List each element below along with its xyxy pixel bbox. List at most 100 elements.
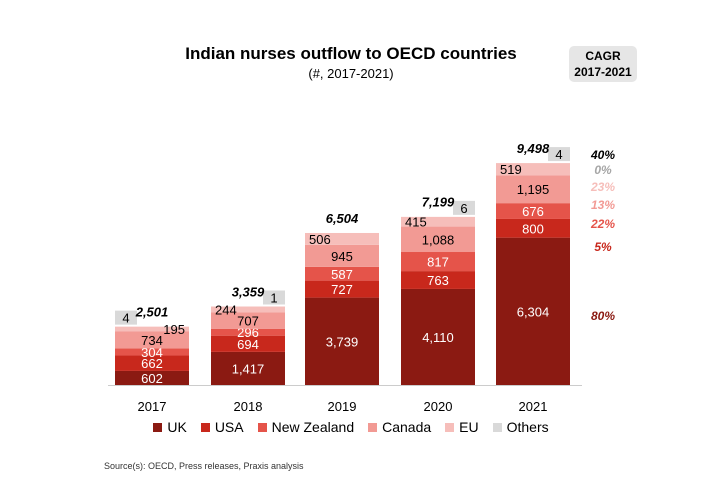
value-label: 727: [331, 282, 353, 297]
value-label: 1,088: [422, 232, 455, 247]
value-label: 6,304: [517, 304, 550, 319]
legend-label: EU: [459, 419, 479, 435]
value-label: 694: [237, 337, 259, 352]
bar-segment-uk: [211, 351, 285, 385]
legend: UK USA New Zealand Canada EU Others: [0, 419, 702, 435]
bar-segment-new-zealand: [305, 266, 379, 281]
total-label: 7,199: [422, 195, 455, 210]
bar-segment-canada: [305, 244, 379, 267]
legend-item: USA: [200, 419, 244, 435]
legend-item: EU: [445, 419, 479, 435]
legend-item: New Zealand: [257, 419, 355, 435]
value-label: 662: [141, 356, 163, 371]
value-label: 195: [163, 322, 185, 337]
value-label: 4: [122, 311, 129, 326]
bar-segment-usa: [401, 271, 475, 289]
legend-swatch: [200, 422, 210, 432]
legend-swatch: [368, 422, 378, 432]
value-label: 676: [522, 204, 544, 219]
bar-segment-new-zealand: [211, 328, 285, 336]
value-label: 1,417: [232, 361, 265, 376]
x-tick-label: 2019: [328, 399, 357, 414]
total-label: 6,504: [326, 211, 359, 226]
value-label: 945: [331, 249, 353, 264]
bar-segment-new-zealand: [401, 252, 475, 272]
legend-label: UK: [167, 419, 187, 435]
value-label: 506: [309, 232, 331, 247]
legend-swatch: [153, 422, 163, 432]
bar-segment-others: [115, 310, 137, 325]
value-label: 707: [237, 313, 259, 328]
value-label: 1,195: [517, 182, 550, 197]
cagr-header-label: CAGR: [585, 49, 621, 63]
total-label: 2,501: [135, 305, 169, 320]
x-tick-label: 2021: [519, 399, 548, 414]
bar-segment-eu: [305, 232, 379, 245]
source-note: Source(s): OECD, Press releases, Praxis …: [104, 461, 304, 471]
bar-segment-new-zealand: [496, 203, 570, 219]
value-label: 1: [270, 291, 277, 306]
bar-segment-usa: [305, 280, 379, 298]
value-label: 602: [141, 371, 163, 386]
bar-segment-others: [453, 200, 475, 215]
bar-segment-eu: [401, 216, 475, 227]
total-label: 3,359: [232, 284, 265, 299]
bar-segment-others: [548, 147, 570, 162]
bar-segment-eu: [496, 163, 570, 176]
legend-label: New Zealand: [271, 419, 355, 435]
cagr-header: CAGR 2017-2021: [569, 46, 637, 82]
cagr-uk: 80%: [591, 309, 615, 323]
cagr-header-period: 2017-2021: [574, 65, 632, 79]
value-label: 4,110: [422, 330, 454, 345]
value-label: 763: [427, 273, 449, 288]
legend-item: UK: [153, 419, 187, 435]
value-label: 6: [460, 201, 467, 216]
legend-label: Others: [506, 419, 549, 435]
bar-segment-eu: [115, 326, 189, 332]
cagr-usa: 5%: [594, 240, 612, 254]
bar-segment-usa: [115, 355, 189, 371]
bar-segment-uk: [401, 288, 475, 385]
value-label: 244: [215, 302, 237, 317]
cagr-others: 0%: [594, 163, 612, 177]
legend-swatch: [257, 422, 267, 432]
bar-segment-uk: [115, 370, 189, 385]
legend-label: Canada: [382, 419, 432, 435]
legend-item: Canada: [368, 419, 431, 435]
bar-segment-canada: [401, 226, 475, 253]
chart-title: Indian nurses outflow to OECD countries: [185, 44, 517, 63]
bar-segment-canada: [211, 312, 285, 329]
value-label: 3,739: [326, 334, 359, 349]
bar-segment-eu: [211, 306, 285, 313]
x-tick-label: 2017: [138, 399, 167, 414]
x-tick-label: 2018: [234, 399, 263, 414]
bar-segment-usa: [496, 218, 570, 238]
legend-swatch: [445, 422, 455, 432]
value-label: 519: [500, 162, 522, 177]
value-label: 587: [331, 267, 353, 282]
bar-segment-usa: [211, 335, 285, 352]
legend-label: USA: [214, 419, 244, 435]
value-label: 734: [141, 333, 163, 348]
total-label: 9,498: [517, 141, 550, 156]
x-tick-label: 2020: [424, 399, 453, 414]
legend-item: Others: [492, 419, 549, 435]
value-label: 817: [427, 255, 449, 270]
cagr-canada: 13%: [591, 198, 615, 212]
bar-segment-canada: [496, 175, 570, 204]
bar-segment-canada: [115, 331, 189, 349]
cagr-eu: 23%: [590, 180, 615, 194]
cagr-new-zealand: 22%: [590, 217, 615, 231]
bar-segment-uk: [305, 297, 379, 385]
legend-swatch: [492, 422, 502, 432]
value-label: 304: [141, 345, 163, 360]
value-label: 4: [555, 147, 562, 162]
bar-segment-uk: [496, 237, 570, 385]
bar-segment-others: [263, 290, 285, 305]
cagr-total: 40%: [590, 148, 615, 162]
bar-segment-new-zealand: [115, 348, 189, 356]
value-label: 296: [237, 325, 259, 340]
chart-subtitle: (#, 2017-2021): [308, 66, 394, 81]
